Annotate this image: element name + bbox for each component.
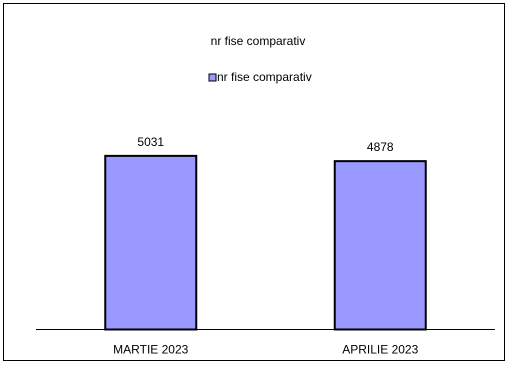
legend: nr fise comparativ [208, 70, 312, 84]
legend-label: nr fise comparativ [217, 70, 312, 84]
x-tick-label-1: MARTIE 2023 [113, 343, 188, 357]
data-label-2: 4878 [367, 140, 394, 154]
bar-1 [104, 154, 198, 331]
legend-swatch [208, 73, 217, 82]
plot-area: 5031 MARTIE 2023 4878 APRILIE 2023 [104, 135, 427, 357]
x-tick-label-2: APRILIE 2023 [342, 343, 418, 357]
chart-title: nr fise comparativ [211, 34, 306, 48]
data-label-1: 5031 [137, 135, 164, 149]
bar-2 [333, 160, 427, 331]
